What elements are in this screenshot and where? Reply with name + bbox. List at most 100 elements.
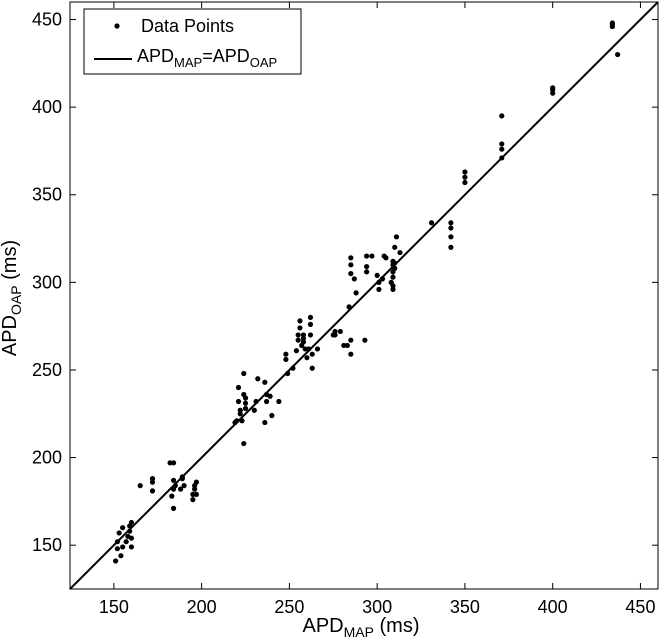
data-point — [550, 85, 556, 91]
data-point — [348, 351, 354, 357]
data-point — [170, 460, 177, 466]
x-tick-label: 150 — [99, 597, 129, 617]
plot-border — [69, 1, 659, 590]
x-axis-label-unit: (ms) — [374, 615, 420, 637]
data-point — [364, 269, 370, 275]
data-point — [369, 253, 375, 259]
legend-marker-dot — [114, 23, 120, 29]
y-tick-label: 150 — [32, 535, 62, 555]
data-point — [276, 398, 282, 405]
data-point — [304, 355, 310, 361]
data-point — [170, 477, 177, 483]
legend-label-part-2-sub: OAP — [250, 55, 277, 70]
identity-line — [69, 1, 659, 590]
data-point — [297, 318, 303, 324]
data-point — [344, 342, 350, 349]
data-point — [269, 412, 275, 419]
data-point — [462, 169, 468, 175]
data-point — [190, 497, 196, 503]
data-point — [295, 332, 301, 338]
data-point — [362, 337, 368, 343]
y-tick-label: 300 — [32, 272, 62, 292]
data-point — [177, 486, 184, 492]
data-point — [255, 376, 261, 382]
data-point — [149, 476, 156, 482]
data-point — [128, 535, 135, 541]
legend-label-data-points: Data Points — [141, 16, 234, 36]
data-point — [169, 493, 175, 499]
legend-box — [83, 8, 302, 75]
data-point — [397, 249, 403, 256]
data-point — [170, 505, 177, 511]
data-point — [114, 546, 120, 552]
data-point — [241, 440, 247, 447]
legend: Data Points APDMAP=APDOAP — [83, 8, 302, 75]
data-point — [348, 255, 354, 261]
x-tick-label: 350 — [450, 597, 480, 617]
data-point — [309, 365, 315, 371]
data-point — [353, 290, 359, 296]
data-point — [128, 544, 135, 550]
data-point — [307, 321, 314, 328]
data-point — [251, 407, 257, 413]
legend-label-part-2: =APD — [202, 46, 250, 66]
y-tick-label: 250 — [32, 360, 62, 380]
data-point — [181, 483, 187, 489]
data-point — [499, 146, 505, 152]
data-point — [390, 283, 396, 289]
data-point — [348, 337, 354, 343]
data-point — [237, 407, 243, 413]
data-point — [383, 255, 389, 261]
data-point — [120, 544, 126, 550]
data-point — [297, 325, 303, 331]
x-tick-label: 400 — [538, 597, 568, 617]
data-point — [283, 351, 289, 357]
data-point — [262, 379, 268, 385]
data-point — [392, 244, 398, 250]
data-point — [192, 486, 198, 492]
data-point — [241, 370, 247, 377]
data-point — [300, 332, 307, 338]
data-point — [242, 405, 249, 412]
data-points — [113, 20, 621, 564]
data-point — [393, 234, 400, 240]
data-point — [242, 395, 249, 401]
data-point — [137, 483, 143, 489]
data-point — [499, 141, 505, 147]
identity-line-group — [69, 1, 659, 590]
data-point — [262, 419, 268, 426]
data-point — [448, 220, 454, 226]
data-point — [116, 530, 122, 536]
data-point — [128, 519, 135, 526]
y-tick-label: 450 — [32, 10, 62, 30]
data-point — [428, 220, 435, 226]
data-point — [307, 332, 314, 338]
data-point — [193, 491, 199, 497]
data-point — [448, 234, 454, 240]
data-point — [376, 286, 382, 292]
y-tick-label: 200 — [32, 448, 62, 468]
x-axis-label-main: APD — [302, 615, 343, 637]
data-point — [309, 351, 315, 357]
data-point — [113, 558, 119, 564]
axis-ticks: 150 200 250 300 350 400 450 150 200 250 300 350 400 4… — [32, 2, 658, 617]
y-tick-label: 400 — [32, 97, 62, 117]
data-point — [462, 174, 468, 180]
data-point — [390, 274, 396, 280]
x-tick-label: 200 — [187, 597, 217, 617]
data-point — [499, 113, 505, 119]
y-axis-label: APDOAP (ms) — [0, 240, 24, 356]
data-point — [307, 314, 314, 321]
data-point — [609, 20, 615, 26]
data-point — [332, 332, 338, 338]
data-point — [448, 244, 454, 250]
x-axis-label: APDMAP (ms) — [302, 615, 419, 640]
data-point — [120, 525, 126, 531]
data-point — [263, 398, 270, 405]
data-point — [314, 346, 321, 352]
data-point — [283, 356, 289, 363]
data-point — [123, 539, 129, 545]
data-point — [462, 179, 468, 186]
data-point — [293, 348, 300, 354]
data-point — [448, 225, 454, 231]
